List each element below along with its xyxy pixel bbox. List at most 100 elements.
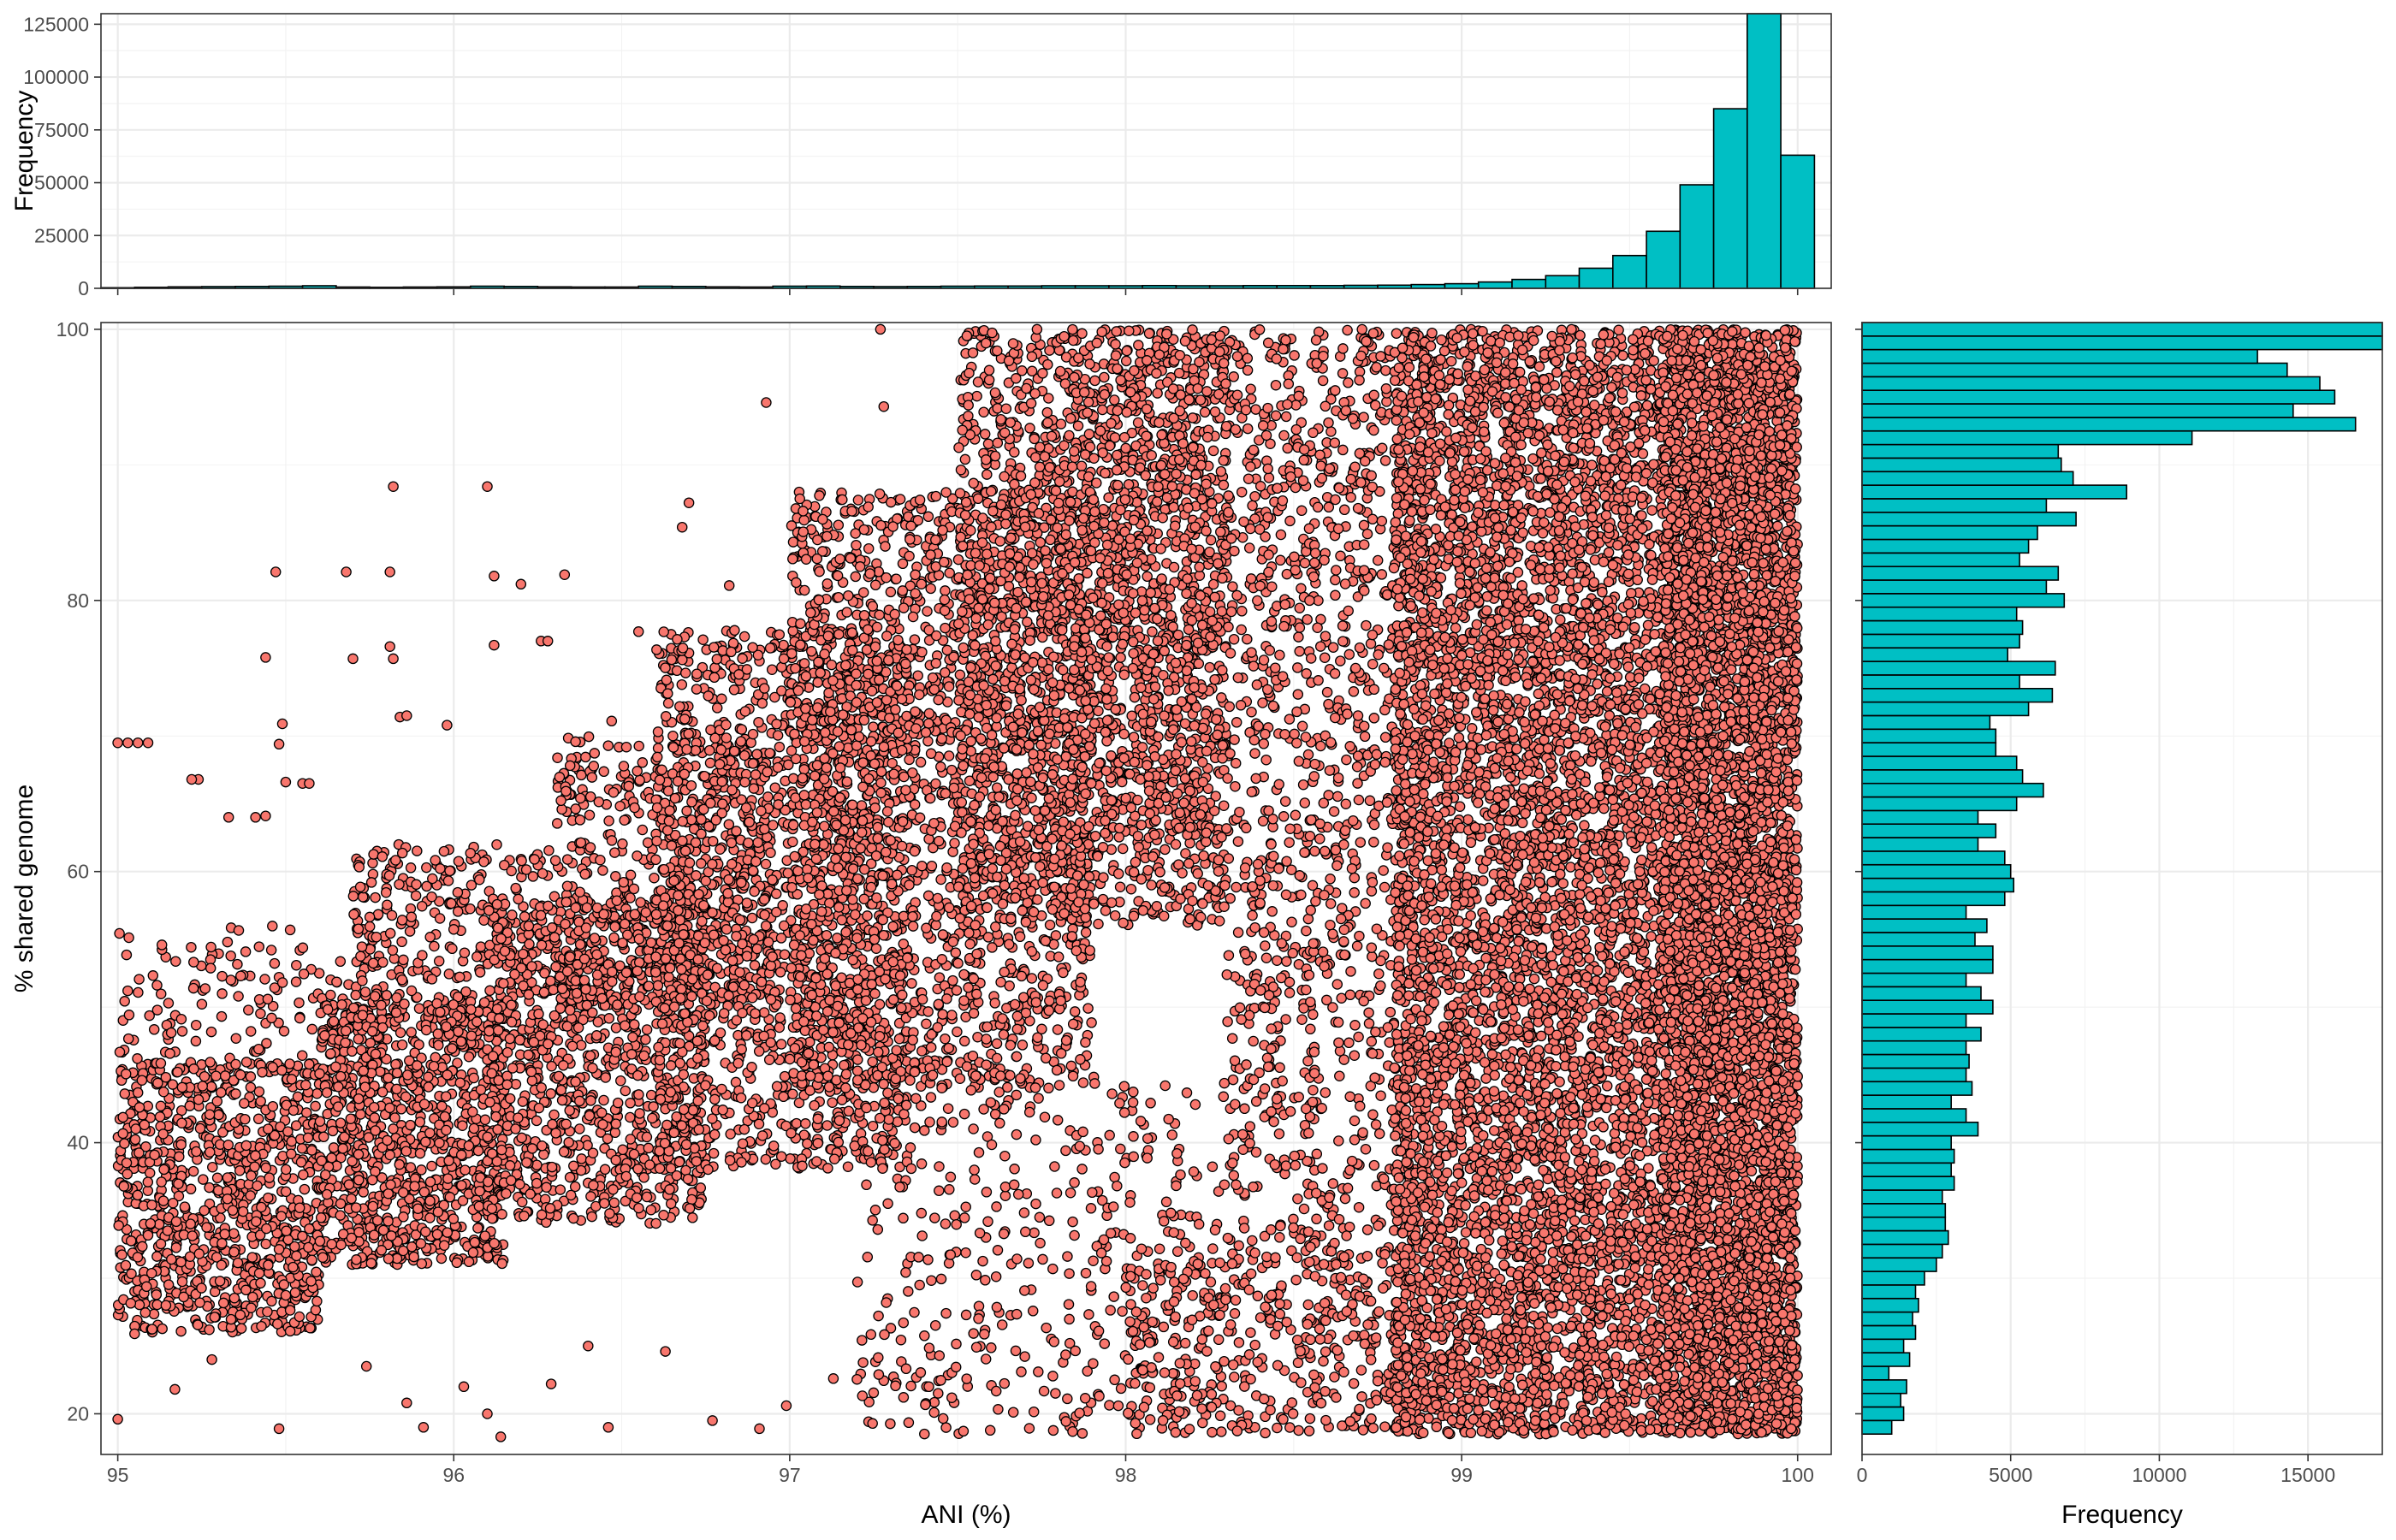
data-point [632,1164,643,1175]
data-point [176,1276,188,1288]
y-tick-label: 0 [78,277,89,299]
data-point [157,1086,169,1098]
data-point [475,1084,487,1095]
data-point [255,1277,266,1289]
data-point [305,1276,317,1287]
data-point [176,1081,188,1093]
data-point [289,1287,301,1299]
data-point [211,1172,223,1184]
data-point [225,974,237,986]
data-point [406,985,418,997]
data-point [346,1232,358,1244]
data-point [436,1100,448,1112]
data-point [578,953,590,965]
data-point [482,1251,494,1262]
data-point [571,987,583,999]
data-point [405,1162,417,1173]
data-point [291,959,302,971]
data-point [684,1203,696,1214]
data-point [232,1257,244,1269]
data-point [548,984,559,996]
data-point [746,912,758,924]
data-point [760,1153,772,1165]
data-point [633,957,645,968]
data-point [132,1252,144,1263]
data-point [674,953,686,964]
data-point [411,879,422,891]
data-point [253,941,265,952]
data-point [770,888,782,899]
data-point [513,893,524,905]
data-point [649,872,660,884]
x-tick-label: 99 [1450,1464,1473,1486]
data-point [252,1113,264,1125]
data-point [117,1128,128,1140]
data-point [245,1026,257,1037]
data-point [366,1026,378,1037]
data-point [598,766,609,778]
data-point [166,1253,177,1265]
data-point [749,960,761,971]
data-point [262,1306,273,1318]
data-point [821,929,833,941]
data-point [368,1229,380,1241]
data-point [434,913,446,924]
data-point [120,1069,132,1080]
data-point [193,1093,205,1105]
data-point [416,900,428,912]
data-point [635,897,646,908]
data-point [537,1140,548,1152]
data-point [570,902,581,914]
data-point [779,949,791,960]
data-point [603,815,614,826]
data-point [157,1323,168,1335]
data-point [332,1101,344,1112]
data-point [359,1081,371,1093]
data-point [531,1159,543,1170]
data-point [176,1026,188,1037]
data-point [538,1149,549,1160]
data-point [586,772,598,783]
data-point [132,1189,144,1201]
data-point [365,1258,377,1269]
data-point [447,943,458,955]
data-point [741,951,753,962]
data-point [474,1185,485,1197]
data-point [233,925,245,936]
data-point [614,800,626,812]
data-point [544,1203,556,1214]
data-point [564,1171,576,1183]
data-point [553,1070,565,1082]
data-point [766,664,778,675]
data-point [424,1195,436,1206]
data-point [172,1066,183,1078]
data-point [596,1107,608,1118]
data-point [321,1087,333,1099]
data-point [325,989,336,1001]
data-point [587,1147,599,1158]
data-point [561,1021,573,1032]
data-point [620,1085,632,1097]
data-point [353,1034,365,1045]
data-point [748,933,759,945]
data-point [747,642,758,653]
data-point [320,1169,331,1181]
data-point [469,1236,481,1248]
data-point [294,1311,305,1323]
data-point [222,1194,234,1205]
data-point [155,1100,167,1112]
data-point [597,1119,608,1130]
data-point [357,1010,369,1021]
data-point [490,1111,501,1122]
data-point [489,1237,500,1249]
data-point [652,980,664,992]
data-point [760,858,772,870]
data-point [543,1038,554,1050]
data-point [843,1105,855,1117]
data-point [811,1156,822,1167]
data-point [561,880,573,891]
data-point [460,1164,471,1176]
data-point [591,969,603,980]
data-point [709,1128,721,1140]
data-point [833,1136,845,1148]
